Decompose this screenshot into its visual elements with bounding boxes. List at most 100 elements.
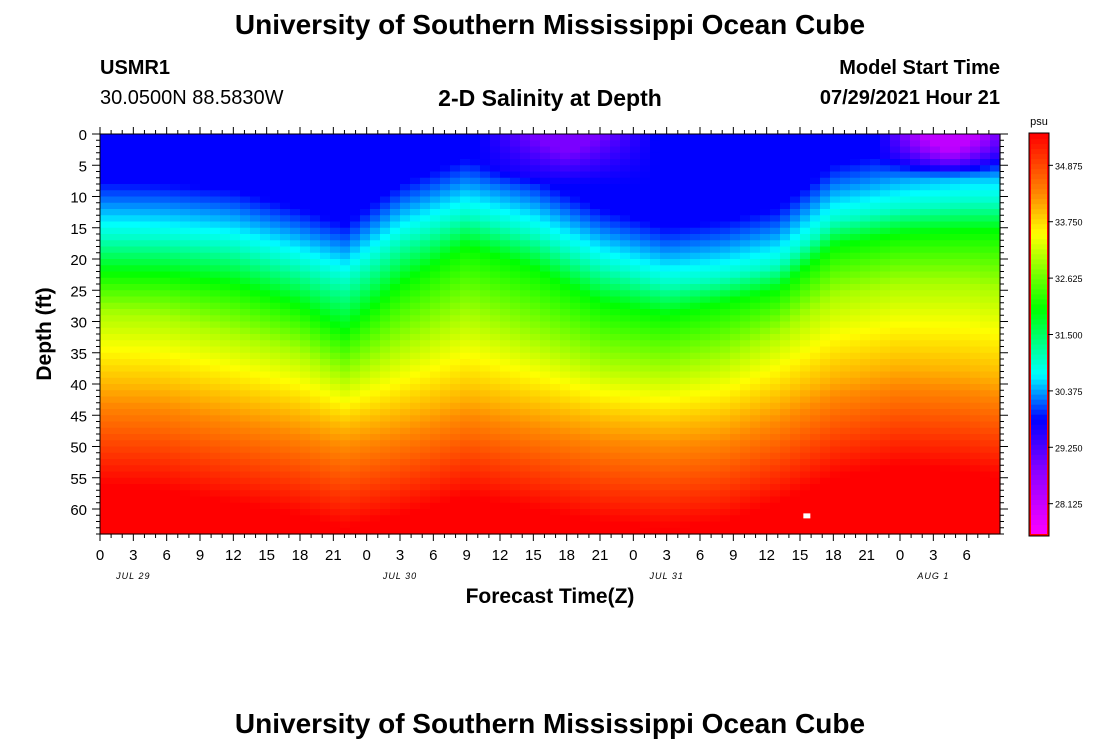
heatmap-cell: [470, 352, 481, 360]
heatmap-cell: [740, 390, 751, 398]
heatmap-cell: [480, 277, 491, 285]
heatmap-cell: [580, 465, 591, 473]
heatmap-cell: [700, 365, 711, 373]
heatmap-cell: [580, 509, 591, 516]
heatmap-cell: [480, 290, 491, 298]
heatmap-cell: [370, 434, 381, 441]
heatmap-cell: [800, 452, 811, 460]
heatmap-cell: [380, 502, 391, 510]
heatmap-cell: [370, 452, 381, 460]
heatmap-cell: [640, 434, 651, 441]
heatmap-cell: [150, 309, 161, 316]
heatmap-cell: [480, 334, 491, 341]
heatmap-cell: [810, 290, 821, 298]
heatmap-cell: [320, 365, 331, 373]
heatmap-cell: [220, 309, 231, 316]
heatmap-cell: [610, 265, 621, 273]
heatmap-cell: [610, 165, 621, 173]
heatmap-cell: [740, 377, 751, 385]
heatmap-cell: [630, 396, 641, 404]
heatmap-cell: [450, 315, 461, 323]
heatmap-cell: [870, 515, 881, 523]
heatmap-cell: [150, 377, 161, 385]
heatmap-cell: [420, 321, 431, 329]
heatmap-cell: [860, 202, 871, 210]
heatmap-cell: [500, 434, 511, 441]
heatmap-cell: [530, 165, 541, 173]
heatmap-cell: [300, 321, 311, 329]
heatmap-cell: [380, 271, 391, 279]
heatmap-cell: [350, 165, 361, 173]
heatmap-cell: [210, 215, 221, 223]
heatmap-cell: [270, 471, 281, 479]
heatmap-cell: [400, 334, 411, 341]
heatmap-cell: [700, 409, 711, 416]
heatmap-cell: [220, 259, 231, 266]
heatmap-cell: [110, 371, 121, 379]
heatmap-cell: [330, 396, 341, 404]
heatmap-cell: [220, 452, 231, 460]
heatmap-cell: [540, 321, 551, 329]
heatmap-cell: [570, 171, 581, 179]
heatmap-cell: [180, 177, 191, 185]
heatmap-cell: [450, 452, 461, 460]
heatmap-cell: [410, 471, 421, 479]
heatmap-cell: [480, 159, 491, 166]
heatmap-cell: [630, 440, 641, 448]
heatmap-cell: [580, 502, 591, 510]
heatmap-cell: [390, 259, 401, 266]
heatmap-cell: [210, 352, 221, 360]
heatmap-cell: [340, 240, 351, 248]
heatmap-cell: [410, 265, 421, 273]
heatmap-cell: [690, 377, 701, 385]
heatmap-cell: [270, 427, 281, 435]
heatmap-cell: [660, 209, 671, 216]
heatmap-cell: [770, 471, 781, 479]
heatmap-cell: [630, 290, 641, 298]
heatmap-cell: [440, 352, 451, 360]
heatmap-cell: [350, 440, 361, 448]
heatmap-cell: [140, 402, 151, 410]
heatmap-cell: [730, 184, 741, 191]
heatmap-cell: [730, 327, 741, 335]
heatmap-cell: [370, 521, 381, 529]
heatmap-cell: [160, 171, 171, 179]
heatmap-cell: [430, 446, 441, 454]
heatmap-cell: [740, 140, 751, 148]
heatmap-cell: [360, 271, 371, 279]
heatmap-cell: [290, 309, 301, 316]
heatmap-cell: [400, 177, 411, 185]
heatmap-cell: [580, 277, 591, 285]
heatmap-cell: [770, 509, 781, 516]
heatmap-cell: [600, 321, 611, 329]
heatmap-cell: [860, 471, 871, 479]
heatmap-cell: [780, 340, 791, 348]
heatmap-cell: [550, 184, 561, 191]
heatmap-cell: [530, 152, 541, 160]
heatmap-cell: [550, 527, 561, 535]
heatmap-cell: [610, 159, 621, 166]
heatmap-cell: [660, 365, 671, 373]
heatmap-cell: [220, 159, 231, 166]
heatmap-cell: [290, 284, 301, 291]
heatmap-cell: [230, 396, 241, 404]
heatmap-cell: [340, 390, 351, 398]
heatmap-cell: [450, 296, 461, 304]
heatmap-cell: [480, 165, 491, 173]
heatmap-cell: [270, 352, 281, 360]
heatmap-cell: [790, 515, 801, 523]
heatmap-cell: [740, 152, 751, 160]
heatmap-cell: [230, 371, 241, 379]
heatmap-cell: [330, 452, 341, 460]
heatmap-cell: [870, 527, 881, 535]
heatmap-cell: [600, 196, 611, 204]
heatmap-cell: [780, 502, 791, 510]
heatmap-cell: [750, 284, 761, 291]
heatmap-cell: [460, 227, 471, 235]
heatmap-cell: [820, 402, 831, 410]
heatmap-cell: [850, 252, 861, 260]
heatmap-cell: [100, 402, 111, 410]
heatmap-cell: [360, 402, 371, 410]
heatmap-cell: [540, 415, 551, 423]
heatmap-cell: [230, 440, 241, 448]
